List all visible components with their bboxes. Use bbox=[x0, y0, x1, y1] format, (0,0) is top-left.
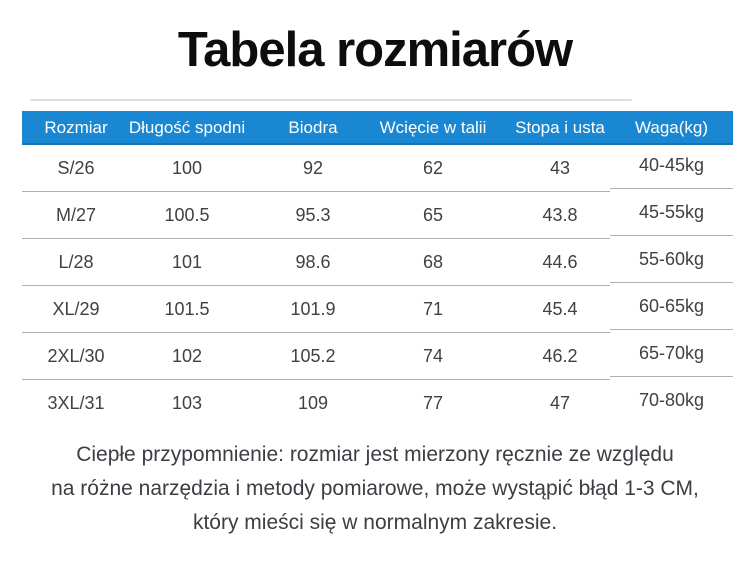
cell-size: 2XL/30 bbox=[47, 345, 105, 366]
cell-foot: 46.2 bbox=[542, 345, 578, 366]
cell-foot: 43.8 bbox=[542, 204, 578, 225]
measurement-note: Ciepłe przypomnienie: rozmiar jest mierz… bbox=[0, 438, 750, 540]
table-header-row: Rozmiar Długość spodni Biodra Wcięcie w … bbox=[22, 111, 733, 145]
cell-waist: 74 bbox=[422, 345, 444, 366]
table-row: S/26 100 92 62 43 bbox=[22, 145, 610, 192]
cell-weight: 60-65kg bbox=[610, 283, 733, 330]
note-line-2: na różne narzędzia i metody pomiarowe, m… bbox=[51, 477, 699, 500]
cell-weight: 55-60kg bbox=[610, 236, 733, 283]
cell-size: XL/29 bbox=[52, 298, 100, 319]
cell-pants-length: 100 bbox=[171, 157, 203, 178]
note-line-3: który mieści się w normalnym zakresie. bbox=[192, 511, 558, 534]
table-main-section: S/26 100 92 62 43 M/27 100.5 95.3 65 43.… bbox=[22, 145, 610, 426]
column-header-foot: Stopa i usta bbox=[515, 118, 605, 137]
cell-hips: 92 bbox=[302, 157, 324, 178]
cell-pants-length: 103 bbox=[171, 392, 203, 413]
cell-hips: 95.3 bbox=[295, 204, 331, 225]
cell-weight: 45-55kg bbox=[610, 189, 733, 236]
table-body: S/26 100 92 62 43 M/27 100.5 95.3 65 43.… bbox=[22, 145, 733, 426]
cell-pants-length: 100.5 bbox=[164, 204, 210, 225]
cell-hips: 109 bbox=[297, 392, 329, 413]
cell-weight: 65-70kg bbox=[610, 330, 733, 377]
table-weight-column: 40-45kg 45-55kg 55-60kg 60-65kg 65-70kg … bbox=[610, 142, 733, 423]
cell-size: M/27 bbox=[55, 204, 97, 225]
cell-hips: 105.2 bbox=[290, 345, 336, 366]
cell-waist: 77 bbox=[422, 392, 444, 413]
cell-size: 3XL/31 bbox=[47, 392, 105, 413]
cell-waist: 68 bbox=[422, 251, 444, 272]
cell-size: L/28 bbox=[58, 251, 94, 272]
table-row: XL/29 101.5 101.9 71 45.4 bbox=[22, 286, 610, 333]
cell-foot: 45.4 bbox=[542, 298, 578, 319]
cell-foot: 47 bbox=[549, 392, 571, 413]
table-row: L/28 101 98.6 68 44.6 bbox=[22, 239, 610, 286]
table-row: 2XL/30 102 105.2 74 46.2 bbox=[22, 333, 610, 380]
column-header-waist: Wcięcie w talii bbox=[379, 118, 487, 137]
cell-foot: 43 bbox=[549, 157, 571, 178]
table-row: M/27 100.5 95.3 65 43.8 bbox=[22, 192, 610, 239]
column-header-hips: Biodra bbox=[288, 118, 338, 137]
cell-hips: 101.9 bbox=[290, 298, 336, 319]
cell-size: S/26 bbox=[57, 157, 95, 178]
cell-waist: 62 bbox=[422, 157, 444, 178]
cell-foot: 44.6 bbox=[542, 251, 578, 272]
cell-pants-length: 101.5 bbox=[164, 298, 210, 319]
size-table: Rozmiar Długość spodni Biodra Wcięcie w … bbox=[22, 111, 733, 426]
cell-waist: 65 bbox=[422, 204, 444, 225]
table-row: 3XL/31 103 109 77 47 bbox=[22, 380, 610, 426]
cell-weight: 40-45kg bbox=[610, 142, 733, 189]
note-line-1: Ciepłe przypomnienie: rozmiar jest mierz… bbox=[76, 443, 674, 466]
divider bbox=[30, 99, 632, 101]
column-header-size: Rozmiar bbox=[44, 118, 108, 137]
column-header-weight: Waga(kg) bbox=[634, 118, 709, 137]
page-title: Tabela rozmiarów bbox=[177, 23, 573, 77]
cell-hips: 98.6 bbox=[295, 251, 331, 272]
cell-pants-length: 102 bbox=[171, 345, 203, 366]
cell-weight: 70-80kg bbox=[638, 389, 705, 410]
cell-waist: 71 bbox=[422, 298, 444, 319]
column-header-pants-length: Długość spodni bbox=[128, 118, 246, 137]
cell-pants-length: 101 bbox=[171, 251, 203, 272]
